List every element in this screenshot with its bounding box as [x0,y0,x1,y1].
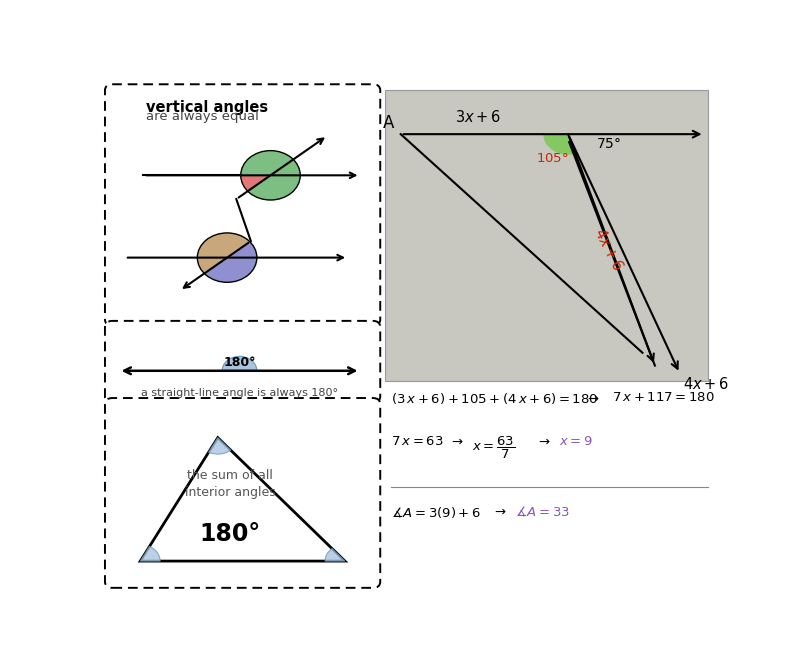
Text: $\measuredangle A=33$: $\measuredangle A=33$ [515,504,570,519]
Wedge shape [241,150,294,175]
Wedge shape [204,258,257,283]
Text: $75°$: $75°$ [596,138,622,152]
Wedge shape [248,175,300,200]
Text: $\rightarrow$: $\rightarrow$ [492,504,507,518]
Wedge shape [222,356,257,371]
FancyBboxPatch shape [105,321,380,403]
Text: $105°$: $105°$ [536,152,569,165]
Wedge shape [140,546,160,561]
Text: $\measuredangle A=3(9)+6$: $\measuredangle A=3(9)+6$ [391,504,482,520]
Text: $7\,x=63$: $7\,x=63$ [391,435,444,448]
Text: $\rightarrow$: $\rightarrow$ [586,391,601,404]
Text: $4x + 6$: $4x + 6$ [590,226,626,274]
Wedge shape [198,258,227,273]
Wedge shape [543,134,574,155]
Text: $x=9$: $x=9$ [558,435,593,448]
Text: a straight-line angle is always 180°: a straight-line angle is always 180° [141,387,338,397]
FancyBboxPatch shape [105,84,380,325]
Wedge shape [227,242,257,258]
Text: $\rightarrow$: $\rightarrow$ [449,435,464,448]
Text: $4x + 6$: $4x + 6$ [683,376,729,392]
Text: A: A [383,114,394,132]
Text: 180°: 180° [199,522,261,546]
Text: 180°: 180° [223,356,256,369]
Text: $3x + 6$: $3x + 6$ [455,109,502,125]
Wedge shape [270,160,300,175]
Text: $(3\,x+6)+105+(4\,x+6)=180$: $(3\,x+6)+105+(4\,x+6)=180$ [391,391,598,406]
Wedge shape [198,233,250,258]
Text: vertical angles: vertical angles [146,100,269,115]
Text: $x=\dfrac{63}{7}$: $x=\dfrac{63}{7}$ [472,435,515,461]
Wedge shape [325,548,345,561]
FancyBboxPatch shape [386,90,708,381]
Wedge shape [209,438,230,454]
Text: are always equal: are always equal [146,110,259,123]
Text: $7\,x+117=180$: $7\,x+117=180$ [611,391,714,404]
Wedge shape [241,175,270,191]
Text: $\rightarrow$: $\rightarrow$ [536,435,551,448]
FancyBboxPatch shape [105,398,380,588]
Text: the sum of all
interior angles: the sum of all interior angles [185,469,275,499]
